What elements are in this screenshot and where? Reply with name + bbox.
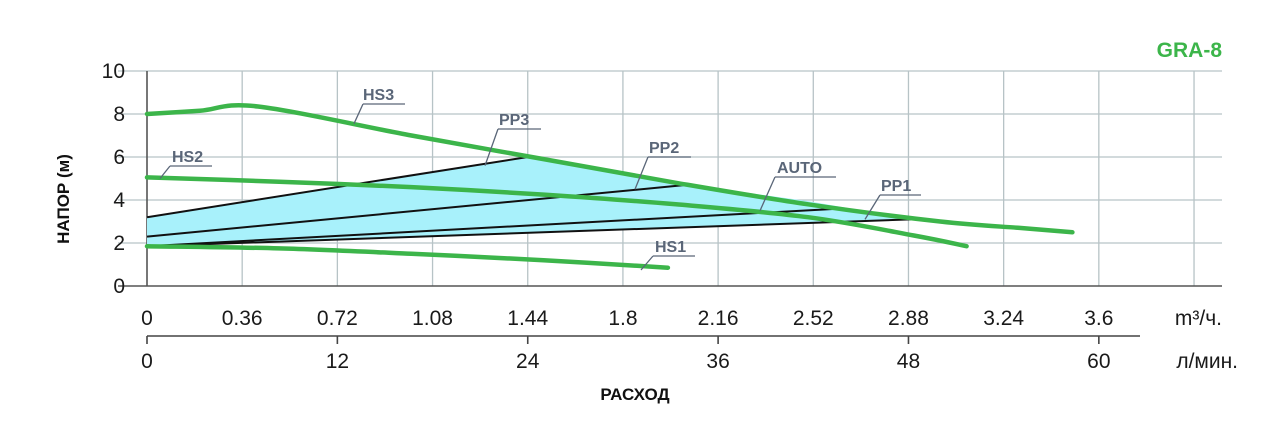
x-tick-label: 2.88	[888, 307, 929, 330]
y-tick-label: 4	[113, 189, 125, 212]
control-range-fill	[147, 157, 914, 247]
series-line-pp2	[146, 183, 687, 238]
x-tick-label: 2.16	[698, 307, 739, 330]
x2-tick-label: 60	[1087, 350, 1110, 373]
series-label-hs1: HS1	[655, 239, 686, 256]
series-label-pp3: PP3	[499, 112, 529, 129]
x-tick-label: 3.6	[1084, 307, 1113, 330]
y-tick-label: 6	[113, 146, 125, 169]
series-lines	[144, 103, 1075, 270]
series-labels: HS3 HS2 HS1 PP3 PP2 AUTO PP1	[159, 87, 921, 271]
label-leader-hs2	[159, 165, 171, 179]
y-tick-label: 0	[113, 275, 125, 298]
x-tick-label: 0.36	[222, 307, 263, 330]
series-label-auto: AUTO	[777, 160, 822, 177]
label-leader-auto	[759, 176, 776, 212]
series-label-hs2: HS2	[172, 149, 203, 166]
x-tick-label: 1.44	[507, 307, 548, 330]
series-line-pp1	[146, 218, 914, 248]
x2-tick-label: 36	[706, 350, 729, 373]
x-tick-label: 1.8	[608, 307, 637, 330]
series-line-hs2	[144, 175, 969, 249]
y-tick-label: 8	[113, 103, 125, 126]
x2-tick-label: 24	[516, 350, 540, 373]
x-tick-label: 0	[141, 307, 153, 330]
x-axis-unit-lmin: л/мин.	[1176, 350, 1238, 373]
x-tick-label: 2.52	[793, 307, 834, 330]
label-leader-hs3	[353, 103, 364, 124]
x-tick-label: 0.72	[317, 307, 358, 330]
label-leader-hs1	[640, 255, 654, 271]
model-label: GRA-8	[1157, 39, 1223, 62]
y-tick-label: 10	[102, 60, 125, 83]
label-leader-pp2	[634, 156, 649, 190]
label-leader-pp3	[484, 128, 499, 166]
series-label-hs3: HS3	[363, 87, 394, 104]
x-tick-label: 3.24	[983, 307, 1024, 330]
series-line-pp3	[146, 156, 528, 219]
series-label-pp2: PP2	[649, 140, 679, 157]
y-axis-title: НАПОР (м)	[54, 154, 73, 244]
x2-tick-label: 0	[141, 350, 153, 373]
x-tick-label: 1.08	[412, 307, 453, 330]
series-line-hs1	[144, 243, 671, 270]
x-axis-title: РАСХОД	[600, 385, 669, 404]
x-axis-unit-m3h: m³/ч.	[1175, 307, 1222, 330]
series-line-auto	[146, 207, 840, 248]
x2-tick-label: 48	[897, 350, 920, 373]
label-leader-pp1	[864, 194, 881, 220]
control-range-area	[147, 157, 914, 247]
y-tick-label: 2	[113, 232, 125, 255]
series-label-pp1: PP1	[881, 178, 911, 195]
x2-tick-label: 12	[326, 350, 349, 373]
series-line-hs3	[144, 103, 1075, 235]
